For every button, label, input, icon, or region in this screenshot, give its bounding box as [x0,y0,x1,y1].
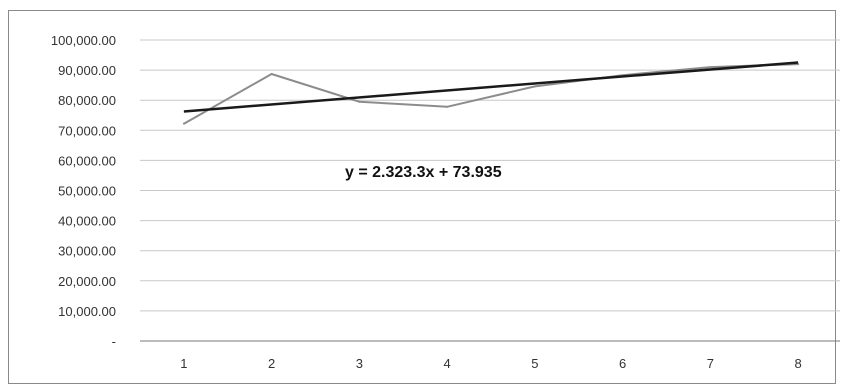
y-tick-label: 90,000.00 [58,63,116,78]
y-axis-tick-labels: - 10,000.00 20,000.00 30,000.00 40,000.00 50,… [51,33,116,349]
series-point [446,105,449,108]
x-tick-label: 7 [707,356,714,371]
y-tick-label: 10,000.00 [58,304,116,319]
series-line [183,63,799,125]
y-tick-label: 40,000.00 [58,214,116,229]
y-tick-label: 70,000.00 [58,123,116,138]
y-tick-label: 80,000.00 [58,93,116,108]
trendline [183,61,799,113]
series-points [182,63,800,125]
gridlines [140,39,840,312]
x-tick-label: 2 [268,356,275,371]
x-tick-label: 5 [531,356,538,371]
series-point [709,66,712,69]
y-tick-label: 50,000.00 [58,184,116,199]
series-point [182,122,185,125]
y-tick-label: - [112,334,116,349]
chart-frame [8,10,836,384]
y-tick-label: 100,000.00 [51,33,116,48]
series-point [270,73,273,76]
x-tick-label: 3 [356,356,363,371]
series-point [533,85,536,88]
trendline-equation-label: y = 2.323.3x + 73.935 [345,164,502,181]
y-tick-label: 60,000.00 [58,153,116,168]
x-tick-label: 4 [444,356,451,371]
y-tick-label: 30,000.00 [58,244,116,259]
y-tick-label: 20,000.00 [58,274,116,289]
x-tick-label: 1 [180,356,187,371]
x-tick-label: 8 [795,356,802,371]
series-point [358,100,361,103]
x-axis-tick-labels: 1 2 3 4 5 6 7 8 [180,356,801,371]
x-tick-label: 6 [619,356,626,371]
